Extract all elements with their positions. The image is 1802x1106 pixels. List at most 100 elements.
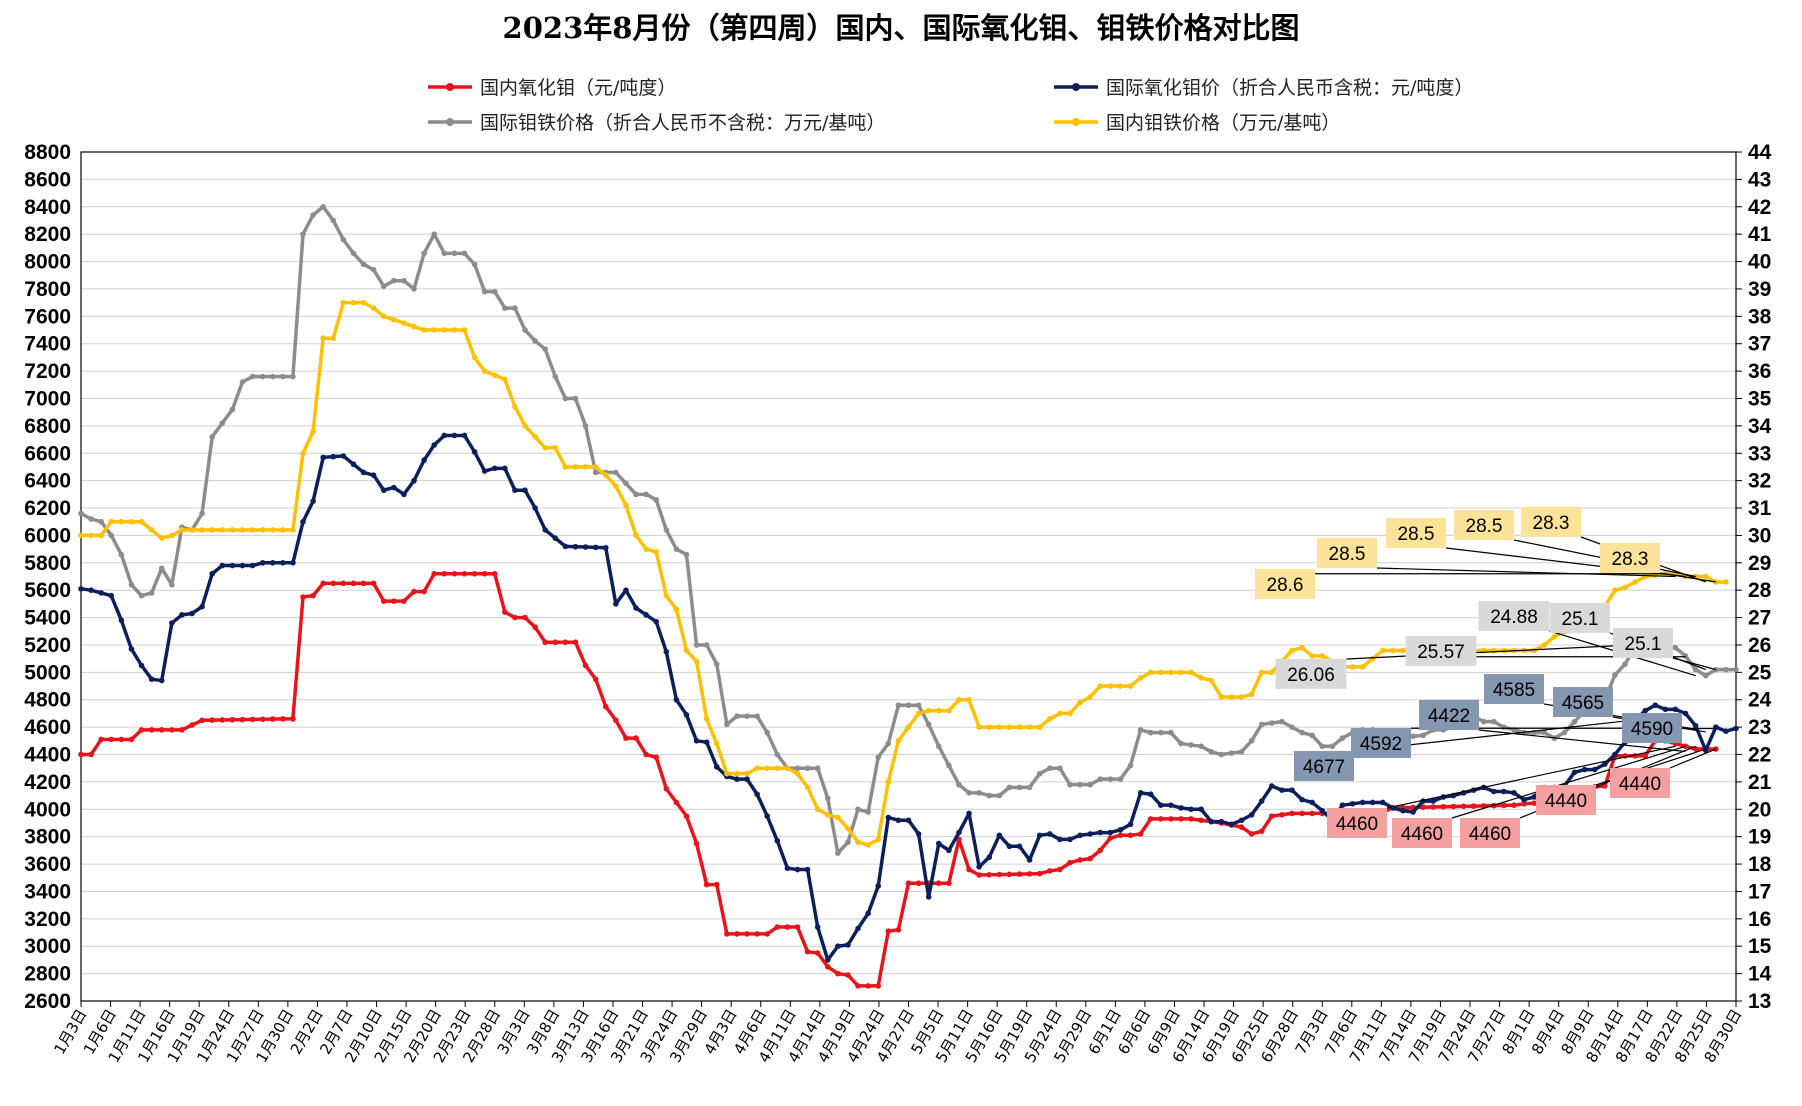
data-point [703,716,710,722]
right-tick-label: 24 [1748,689,1772,712]
left-tick-label: 7000 [24,387,71,410]
data-point [885,814,892,821]
data-point [1652,702,1659,709]
data-point [340,299,347,306]
data-point [1309,799,1315,806]
data-point [491,570,498,577]
data-point [602,703,609,710]
data-point [835,943,841,950]
data-point [895,926,902,933]
data-point [158,535,165,541]
data-point [280,527,286,533]
data-point [1410,733,1416,740]
left-tick-label: 7400 [24,333,71,356]
data-point [592,469,599,476]
left-tick-label: 8800 [24,141,71,164]
data-point [855,925,861,932]
data-point [713,740,720,747]
data-point [935,880,942,887]
data-point [734,770,740,777]
data-point [1662,706,1669,713]
data-point [885,740,892,747]
data-point [946,847,952,854]
leader-line [1451,745,1686,819]
data-point [855,806,861,813]
left-tick-label: 6400 [24,470,71,493]
data-label-intl-moo3: 4422 [1419,700,1686,753]
data-point [1480,718,1487,725]
data-label-text: 4440 [1545,791,1587,812]
data-point [1087,694,1093,700]
data-point [340,580,347,587]
data-point [1602,783,1608,789]
data-point [148,727,155,733]
data-point [88,532,94,539]
data-point [219,717,226,723]
right-tick-label: 14 [1748,963,1772,986]
data-point [1006,871,1013,878]
data-point [158,565,165,572]
data-point [290,527,296,533]
data-point [431,442,438,448]
data-point [915,710,922,717]
right-tick-label: 17 [1748,880,1771,903]
data-point [966,790,972,796]
data-point [1521,801,1527,807]
data-label-text: 24.88 [1490,607,1538,628]
data-point [835,850,841,856]
data-label-text: 28.3 [1612,549,1649,570]
data-point [88,751,94,758]
data-point [532,434,538,440]
data-point [1672,644,1679,651]
data-point [663,785,670,792]
data-point [744,770,750,777]
data-point [229,406,236,413]
left-tick-label: 7600 [24,305,71,328]
data-point [814,806,821,813]
data-point [1541,642,1548,648]
data-point [411,588,417,595]
data-label-text: 4460 [1469,824,1511,845]
data-point [996,832,1003,839]
data-point [915,880,922,887]
data-point [895,817,902,824]
data-point [148,527,155,533]
data-point [370,580,377,587]
data-point [330,580,337,587]
data-point [764,765,771,772]
data-point [1470,803,1477,809]
data-point [764,729,771,736]
data-label-box [1622,713,1682,743]
data-point [1117,832,1124,839]
data-point [1057,866,1063,873]
data-point [1107,683,1114,689]
data-point [1178,669,1184,676]
data-point [209,717,215,723]
data-point [401,277,407,284]
left-tick-label: 4600 [24,716,71,739]
data-point [189,610,195,617]
data-point [633,735,639,741]
data-label-box [1484,674,1544,704]
data-point [845,942,851,948]
data-label-box [1536,785,1596,815]
data-point [663,527,670,533]
data-point [946,707,952,714]
data-point [542,639,549,646]
data-point [713,661,720,667]
data-label-text: 28.5 [1329,544,1366,565]
data-point [169,581,175,588]
data-point [471,449,478,455]
data-point [1046,765,1053,772]
data-point [925,707,932,714]
data-point [582,662,589,669]
data-point [229,716,236,723]
data-label-domestic-femo: 28.3 [1600,543,1716,583]
data-label-text: 4592 [1360,734,1402,755]
data-point [108,736,115,743]
data-label-domestic-femo: 28.6 [1255,569,1666,599]
data-label-text: 4422 [1428,706,1470,727]
data-point [179,527,185,533]
data-point [1682,710,1689,717]
